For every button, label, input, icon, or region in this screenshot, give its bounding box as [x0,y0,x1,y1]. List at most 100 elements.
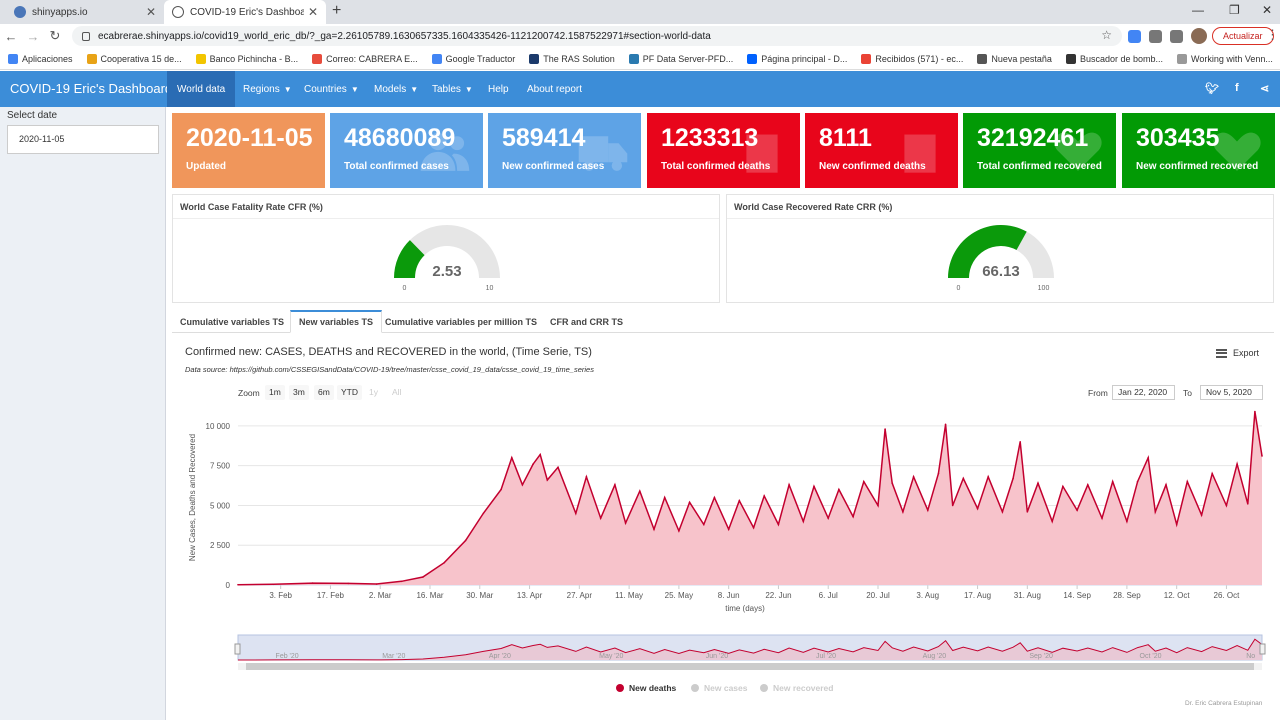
browser-tab-label: shinyapps.io [32,6,88,18]
zoom-3m-button[interactable]: 3m [289,385,309,400]
nav-about-report[interactable]: About report [517,71,592,107]
bookmark-item[interactable]: The RAS Solution [529,53,615,64]
data-point [663,496,666,499]
x-tick-label: 28. Sep [1113,591,1141,600]
zoom-1y-button[interactable]: 1y [369,387,378,397]
close-tab-icon[interactable]: ✕ [145,5,156,19]
nav-countries[interactable]: Countries ▼ [294,71,369,107]
data-point [1211,472,1214,475]
bookmark-star-icon[interactable]: ☆ [1101,28,1112,42]
legend-marker [691,684,699,692]
bookmark-item[interactable]: Banco Pichincha - B... [195,53,298,64]
from-date-input[interactable]: Jan 22, 2020 [1112,385,1175,400]
browser-menu-icon[interactable]: ⋮ [1266,27,1279,42]
zoom-all-button[interactable]: All [392,387,402,397]
bookmark-label: Buscador de bomb... [1079,53,1163,64]
zoom-1m-button[interactable]: 1m [265,385,285,400]
gauge-fill [394,240,425,278]
bookmark-item[interactable]: Aplicaciones [8,53,73,64]
x-tick-label: 8. Jun [718,591,740,600]
zoom-extension-icon[interactable] [1128,29,1141,43]
bookmark-item[interactable]: Correo: CABRERA E... [312,53,418,64]
data-point [1236,463,1238,465]
nav-label: About report [527,83,583,95]
restore-icon[interactable]: ❐ [1229,3,1240,17]
bookmark-item[interactable]: Nueva pestaña [977,53,1052,64]
close-window-icon[interactable]: ✕ [1262,3,1273,17]
bookmark-item[interactable]: Página principal - D... [747,53,847,64]
nav-models[interactable]: Models ▼ [364,71,428,107]
chart-title: Confirmed new: CASES, DEATHS and RECOVER… [185,346,592,358]
tab-cumulative-variables[interactable]: Cumulative variables TS [172,310,292,333]
nav-world-data[interactable]: World data [167,71,236,107]
data-point [976,507,979,510]
data-point [1026,511,1029,513]
value-box-number: 1233313 [661,124,759,152]
value-box-label: New confirmed deaths [819,161,926,172]
legend-item-new-recovered[interactable]: New recovered [760,683,833,693]
navigator-label: Jun '20 [706,653,728,660]
browser-tab-dashboard[interactable]: COVID-19 Eric's Dashboard ✕ [164,0,326,24]
url-field[interactable]: ecabrerae.shinyapps.io/covid19_world_eri… [72,26,1122,46]
bookmark-item[interactable]: Cooperativa 15 de... [86,53,182,64]
legend-item-new-cases[interactable]: New cases [691,683,747,693]
new-tab-icon[interactable]: + [332,2,342,19]
data-point [510,456,513,459]
zoom-6m-button[interactable]: 6m [314,385,334,400]
back-icon[interactable]: ← [4,28,18,44]
data-point [1186,480,1189,483]
bookmark-icon [312,53,323,64]
tab-cfr-crr[interactable]: CFR and CRR TS [542,310,631,333]
data-point [678,530,680,532]
y-tick-label: 7 500 [210,462,231,471]
data-point [852,515,854,518]
gauge-fill [948,225,1027,278]
reload-icon[interactable]: ↻ [49,28,61,43]
value-box-number: 8111 [819,124,872,152]
new-deaths-chart[interactable]: 0 2 500 5 000 7 500 10 000 New Cases, Deaths … [172,333,1274,715]
tab-new-variables[interactable]: New variables TS [290,310,383,333]
date-input[interactable]: 2020-11-05 [7,125,159,154]
twitter-icon[interactable]: 🐦︎ [1205,83,1219,95]
data-point [688,501,691,504]
x-tick-label: 26. Oct [1214,591,1241,600]
update-button[interactable]: Actualizar [1212,27,1274,45]
bookmark-item[interactable]: Google Traductor [431,53,515,64]
navigator-scrollbar-thumb [246,663,1254,670]
x-tick-label: 27. Apr [567,591,593,600]
bookmarks-bar: Aplicaciones Cooperativa 15 de... Banco … [0,48,1280,70]
nav-label: Models [374,83,407,95]
gauge-title: World Case Recovered Rate CRR (%) [734,202,893,212]
select-date-label: Select date [7,110,58,121]
data-point [777,523,780,526]
profile-avatar-icon[interactable] [1191,28,1207,44]
app-brand[interactable]: COVID-19 Eric's Dashboard [10,81,173,96]
tab-label: Cumulative variables TS [180,316,285,327]
nav-tables[interactable]: Tables ▼ [422,71,483,107]
nav-regions[interactable]: Regions ▼ [233,71,302,107]
to-date-input[interactable]: Nov 5, 2020 [1200,385,1263,400]
nav-help[interactable]: Help [478,71,519,107]
nav-label: Regions [243,83,280,95]
bookmark-item[interactable]: Recibidos (571) - ec... [861,53,963,64]
close-tab-icon[interactable]: ✕ [307,5,318,19]
bookmark-item[interactable]: Buscador de bomb... [1065,53,1163,64]
bookmark-item[interactable]: Working with Venn... [1177,53,1273,64]
facebook-icon[interactable]: f [1235,82,1239,94]
tab-cumulative-per-million[interactable]: Cumulative variables per million TS [377,310,545,333]
data-point [738,499,741,502]
browser-tabstrip: shinyapps.io ✕ COVID-19 Eric's Dashboard… [0,0,1280,24]
navigator-handle-left [234,643,241,655]
zoom-ytd-button[interactable]: YTD [337,385,362,400]
browser-tab-shinyapps[interactable]: shinyapps.io ✕ [6,0,164,24]
bookmark-item[interactable]: PF Data Server-PFD... [628,53,733,64]
legend-label: New recovered [773,683,834,693]
minimize-icon[interactable]: — [1192,3,1204,17]
export-button[interactable]: Export [1216,348,1259,358]
share-icon[interactable]: ⋖ [1260,83,1270,95]
forward-icon[interactable]: → [26,28,40,44]
legend-item-new-deaths[interactable]: New deaths [616,683,676,693]
reading-list-icon[interactable] [1170,29,1183,43]
puzzle-extension-icon[interactable] [1149,29,1162,43]
y-tick-label: 10 000 [206,422,231,431]
